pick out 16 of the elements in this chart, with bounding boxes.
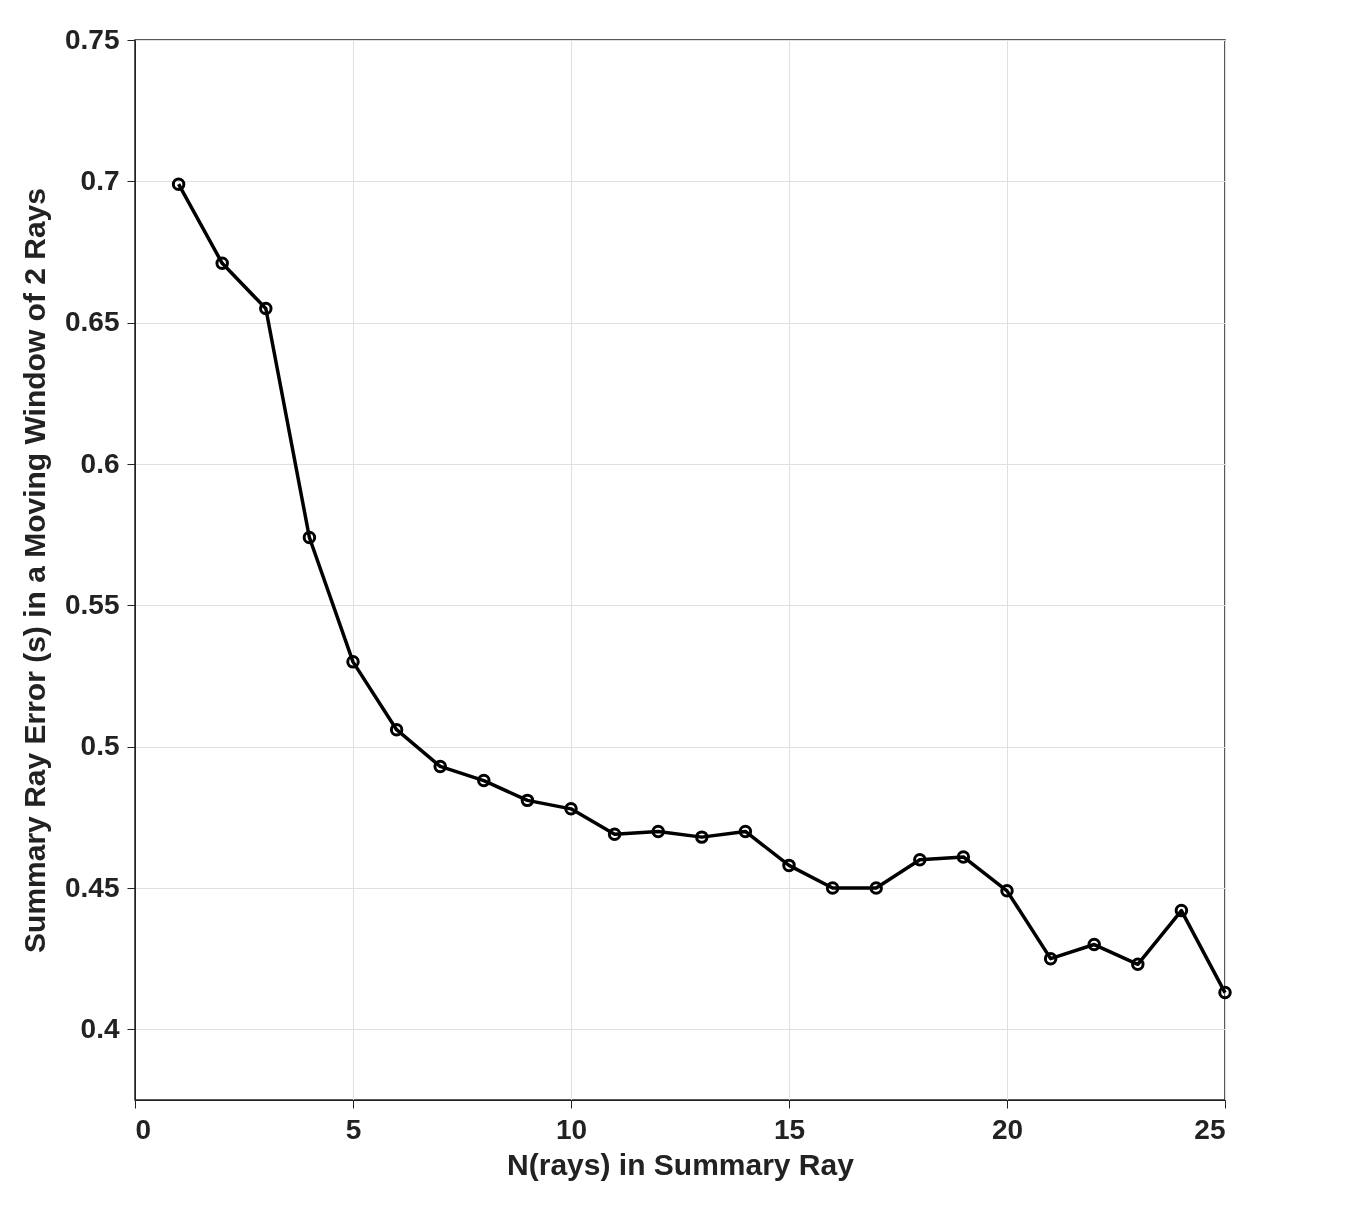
x-axis-title: N(rays) in Summary Ray	[507, 1147, 855, 1181]
y-tick-label: 0.4	[80, 1012, 120, 1044]
x-tick-label: 15	[773, 1113, 806, 1145]
y-tick-label: 0.45	[65, 871, 120, 903]
x-tick-label: 25	[1194, 1113, 1226, 1145]
y-tick-label: 0.75	[65, 23, 120, 55]
x-tick-label: 5	[345, 1113, 362, 1145]
y-tick-label: 0.7	[80, 164, 120, 196]
y-axis-title: Summary Ray Error (s) in a Moving Window of 2 Rays	[18, 188, 51, 953]
y-tick-label: 0.65	[65, 306, 120, 338]
y-tick-label: 0.5	[80, 730, 120, 762]
y-tick-label: 0.55	[65, 588, 120, 620]
x-tick-label: 20	[991, 1113, 1024, 1145]
x-tick-label: 0	[135, 1113, 152, 1145]
y-tick-label: 0.6	[80, 447, 120, 479]
x-tick-label: 10	[555, 1113, 588, 1145]
